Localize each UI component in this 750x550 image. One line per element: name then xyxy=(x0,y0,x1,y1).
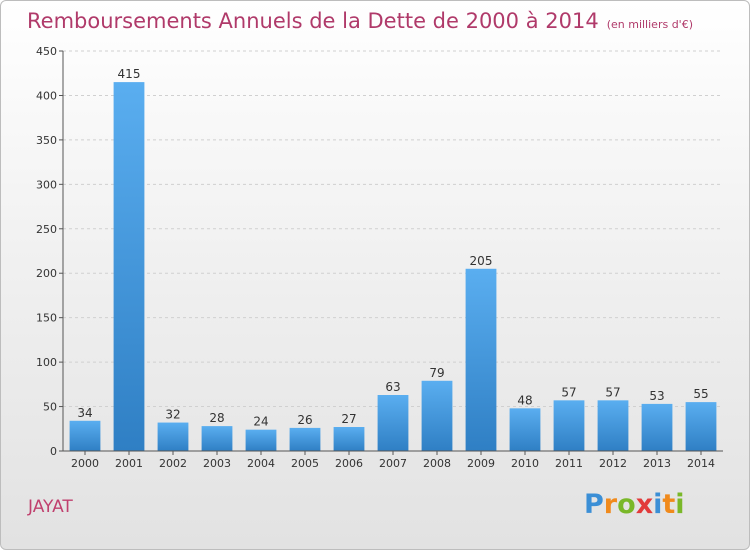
x-tick-label: 2008 xyxy=(423,457,451,470)
bar-value-label: 57 xyxy=(605,385,620,399)
bar xyxy=(113,82,145,451)
bar-value-label: 24 xyxy=(253,415,268,429)
bar xyxy=(289,427,321,451)
logo-letter: i xyxy=(675,489,685,520)
x-tick-label: 2014 xyxy=(687,457,715,470)
x-tick-label: 2004 xyxy=(247,457,275,470)
bar xyxy=(509,408,541,451)
y-tick-label: 400 xyxy=(36,89,57,102)
y-tick-label: 50 xyxy=(43,401,57,414)
x-tick-label: 2006 xyxy=(335,457,363,470)
y-tick-label: 150 xyxy=(36,312,57,325)
logo-letter: P xyxy=(584,489,604,520)
x-tick-label: 2009 xyxy=(467,457,495,470)
bar-value-label: 55 xyxy=(693,387,708,401)
bar-value-label: 57 xyxy=(561,385,576,399)
x-tick-label: 2007 xyxy=(379,457,407,470)
logo-letter: r xyxy=(603,489,618,520)
x-tick-label: 2002 xyxy=(159,457,187,470)
proxiti-logo: Proxiti xyxy=(584,489,685,520)
bar-value-label: 28 xyxy=(209,411,224,425)
x-tick-label: 2012 xyxy=(599,457,627,470)
logo-letter: x xyxy=(635,489,654,520)
y-tick-label: 250 xyxy=(36,223,57,236)
x-tick-label: 2010 xyxy=(511,457,539,470)
bar xyxy=(333,427,365,451)
x-tick-label: 2011 xyxy=(555,457,583,470)
x-tick-label: 2001 xyxy=(115,457,143,470)
y-tick-label: 0 xyxy=(50,445,57,458)
logo-letter: t xyxy=(662,489,676,520)
bar-value-label: 48 xyxy=(517,393,532,407)
x-tick-label: 2013 xyxy=(643,457,671,470)
bar xyxy=(421,380,453,451)
commune-name: JAYAT xyxy=(28,497,73,517)
y-tick-label: 100 xyxy=(36,356,57,369)
logo-letter: o xyxy=(617,489,636,520)
bar xyxy=(377,395,409,451)
y-tick-label: 200 xyxy=(36,267,57,280)
bar xyxy=(641,403,673,451)
bar xyxy=(597,400,629,451)
bar xyxy=(69,420,101,451)
bar-value-label: 27 xyxy=(341,412,356,426)
bar-value-label: 63 xyxy=(385,380,400,394)
bar xyxy=(465,268,497,451)
bar xyxy=(553,400,585,451)
bar-value-label: 79 xyxy=(429,366,444,380)
bar-value-label: 34 xyxy=(77,406,92,420)
y-tick-label: 300 xyxy=(36,178,57,191)
x-tick-label: 2003 xyxy=(203,457,231,470)
bar xyxy=(201,426,233,451)
bar-value-label: 32 xyxy=(165,408,180,422)
bar xyxy=(685,402,717,451)
chart-subtitle: (en milliers d'€) xyxy=(606,18,693,31)
bar xyxy=(245,429,277,451)
bar-value-label: 26 xyxy=(297,413,312,427)
x-tick-label: 2005 xyxy=(291,457,319,470)
y-tick-label: 350 xyxy=(36,134,57,147)
chart-title: Remboursements Annuels de la Dette de 20… xyxy=(27,9,693,33)
chart-title-text: Remboursements Annuels de la Dette de 20… xyxy=(27,9,599,33)
bar xyxy=(157,422,189,451)
bar-value-label: 53 xyxy=(649,389,664,403)
y-tick-label: 450 xyxy=(36,45,57,58)
logo-letter: i xyxy=(653,489,663,520)
bar-value-label: 205 xyxy=(470,254,493,268)
bar-value-label: 415 xyxy=(118,67,141,81)
x-tick-label: 2000 xyxy=(71,457,99,470)
